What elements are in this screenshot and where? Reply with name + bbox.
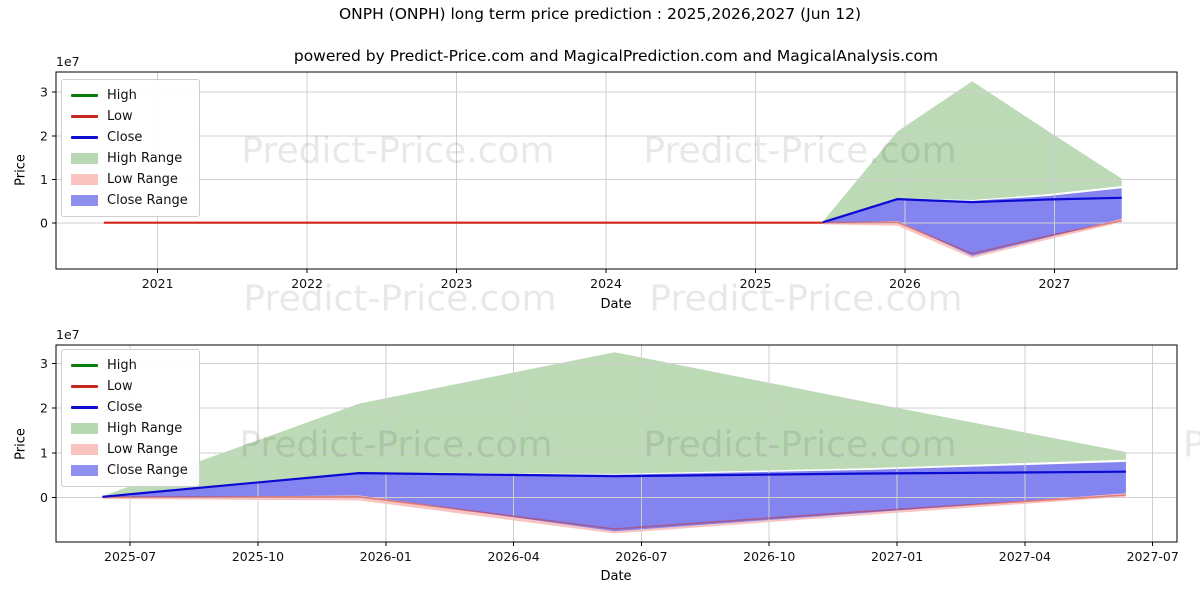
legend-swatch (71, 423, 98, 434)
close-range-area (822, 188, 1122, 256)
legend-swatch (71, 94, 98, 97)
low-line-prediction (822, 219, 1122, 255)
x-tick-label: 2023 (441, 276, 473, 291)
x-tick-label: 2027-01 (871, 549, 923, 564)
high-range-area (102, 352, 1126, 497)
legend-label: Close Range (107, 193, 188, 208)
x-tick-label: 2027-04 (999, 549, 1051, 564)
legend-item-close: Close (71, 127, 188, 148)
legend-item-close-range: Close Range (71, 190, 188, 211)
legend-item-low-range: Low Range (71, 439, 188, 460)
x-tick-label: 2027 (1039, 276, 1071, 291)
y-tick-label: 1 (40, 172, 48, 187)
legend-label: Low Range (107, 172, 178, 187)
legend-item-high-range: High Range (71, 148, 188, 169)
x-tick-label: 2021 (142, 276, 174, 291)
legend-swatch (71, 465, 98, 476)
legend-item-low: Low (71, 376, 188, 397)
legend-item-low: Low (71, 106, 188, 127)
close-line (102, 470, 1126, 498)
legend-label: High Range (107, 151, 183, 166)
legend-swatch (71, 385, 98, 388)
legend-swatch (71, 115, 98, 118)
x-tick-label: 2022 (291, 276, 323, 291)
legend-label: Low Range (107, 442, 178, 457)
legend-label: Close (107, 130, 143, 145)
legend-item-close-range: Close Range (71, 460, 188, 481)
legend-item-close: Close (71, 397, 188, 418)
y-tick-label: 2 (40, 128, 48, 143)
x-tick-label: 2026 (889, 276, 921, 291)
legend-swatch (71, 195, 98, 206)
chart-title: ONPH (ONPH) long term price prediction :… (338, 5, 862, 23)
legend-label: Low (107, 109, 133, 124)
legend-label: Low (107, 379, 133, 394)
low-line-prediction (102, 494, 1126, 530)
x-axis-label-bottom: Date (600, 569, 632, 584)
close-line (822, 196, 1122, 224)
legend-swatch (71, 444, 98, 455)
axes-spines (55, 71, 1178, 270)
legend-item-high-range: High Range (71, 418, 188, 439)
x-tick-label: 2025-10 (232, 549, 284, 564)
legend-swatch (71, 364, 98, 367)
legend-bottom-chart: High Low Close High Range Low Range Close Ran… (61, 349, 200, 487)
x-tick-label: 2024 (590, 276, 622, 291)
x-tick-label: 2025 (740, 276, 772, 291)
y-tick-label: 0 (40, 216, 48, 231)
x-tick-label: 2026-10 (743, 549, 795, 564)
legend-swatch (71, 153, 98, 164)
y-offset-label: 1e7 (56, 327, 80, 342)
legend-label: Close Range (107, 463, 188, 478)
legend-item-high: High (71, 355, 188, 376)
legend-item-high: High (71, 85, 188, 106)
y-offset-label: 1e7 (56, 54, 80, 69)
x-tick-label: 2026-04 (487, 549, 539, 564)
x-tick-label: 2025-07 (104, 549, 156, 564)
y-tick-label: 2 (40, 401, 48, 416)
legend-item-low-range: Low Range (71, 169, 188, 190)
legend-swatch (71, 136, 98, 139)
y-tick-label: 1 (40, 445, 48, 460)
legend-label: High (107, 358, 137, 373)
legend-swatch (71, 174, 98, 185)
close-range-area (102, 461, 1126, 532)
x-axis-label-top: Date (600, 297, 632, 312)
x-tick-label: 2026-07 (615, 549, 667, 564)
legend-label: High Range (107, 421, 183, 436)
axes-spines (55, 344, 1178, 543)
y-axis-label-top: Price (13, 154, 29, 186)
legend-swatch (71, 406, 98, 409)
y-axis-label-bottom: Price (13, 428, 29, 460)
y-tick-label: 3 (40, 85, 48, 100)
high-range-area (822, 81, 1122, 223)
chart-subtitle: powered by Predict-Price.com and Magical… (293, 47, 939, 65)
y-tick-label: 0 (40, 490, 48, 505)
legend-label: High (107, 88, 137, 103)
legend-top-chart: High Low Close High Range Low Range Close Ran… (61, 79, 200, 217)
y-tick-label: 3 (40, 356, 48, 371)
x-tick-label: 2027-07 (1127, 549, 1179, 564)
legend-label: Close (107, 400, 143, 415)
x-tick-label: 2026-01 (360, 549, 412, 564)
